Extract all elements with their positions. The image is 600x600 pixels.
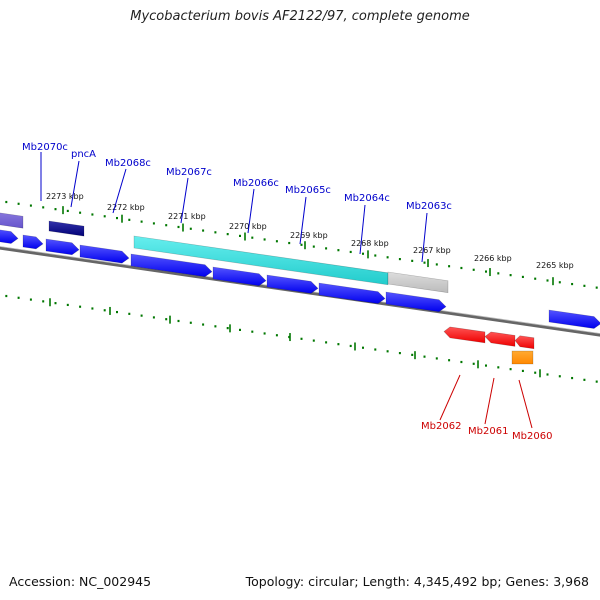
- gene-label: pncA: [71, 149, 96, 160]
- cds-arrow-reverse: [385, 291, 447, 313]
- cds-arrow-reverse: [212, 266, 267, 287]
- highlight-feature-grey: [387, 271, 449, 294]
- tick-label: 2269 kbp: [290, 231, 328, 240]
- tick-label: 2266 kbp: [474, 254, 512, 263]
- cds-arrow-reverse: [45, 238, 80, 256]
- gene-label-leader: [421, 212, 428, 263]
- tick-label: 2267 kbp: [413, 246, 451, 255]
- gene-label: Mb2063c: [406, 201, 452, 212]
- accession-text: Accession: NC_002945: [9, 574, 152, 589]
- highlight-feature-cyan: [133, 235, 389, 286]
- tick-label: 2270 kbp: [229, 222, 267, 231]
- orange-feature: [511, 350, 534, 365]
- tick-label: 2265 kbp: [536, 261, 574, 270]
- gene-label: Mb2061: [468, 426, 508, 437]
- tick-label: 2268 kbp: [351, 239, 389, 248]
- gene-label: Mb2065c: [285, 185, 331, 196]
- gene-label: Mb2067c: [166, 167, 212, 178]
- tick-label: 2272 kbp: [107, 203, 145, 212]
- gene-label-leader: [247, 188, 255, 234]
- page-title: Mycobacterium bovis AF2122/97, complete …: [130, 9, 470, 24]
- cds-arrow-forward: [514, 335, 535, 350]
- gene-label: Mb2066c: [233, 178, 279, 189]
- pncA-feature: [48, 220, 85, 237]
- cds-arrow-reverse: [266, 274, 319, 294]
- gene-label: Mb2068c: [105, 158, 151, 169]
- genome-summary-text: Topology: circular; Length: 4,345,492 bp…: [245, 574, 589, 589]
- highlight-feature-purple: [0, 212, 24, 229]
- tick-label: 2273 kbp: [46, 192, 84, 201]
- cds-arrow-reverse: [79, 244, 130, 264]
- gene-label: Mb2062: [421, 421, 461, 432]
- cds-arrow-reverse: [130, 253, 213, 278]
- gene-label-leader: [299, 196, 307, 245]
- gene-label-leader: [484, 377, 495, 425]
- gene-label-leader: [180, 177, 189, 224]
- gene-label-leader: [439, 374, 461, 421]
- tick-label: 2271 kbp: [168, 212, 206, 221]
- cds-arrow-reverse: [22, 234, 44, 250]
- cds-arrow-reverse: [0, 229, 19, 244]
- gene-label-leader: [359, 204, 366, 255]
- gene-label-leader: [518, 379, 533, 429]
- cds-arrow-forward: [443, 326, 486, 344]
- gene-label-leader: [70, 160, 80, 208]
- cds-arrow-reverse: [548, 309, 600, 329]
- gene-label: Mb2064c: [344, 193, 390, 204]
- gene-label-leader: [112, 168, 127, 214]
- cds-arrow-reverse: [318, 282, 386, 304]
- cds-arrow-forward: [484, 331, 516, 347]
- gene-label: Mb2060: [512, 431, 552, 442]
- gene-label: Mb2070c: [22, 142, 68, 153]
